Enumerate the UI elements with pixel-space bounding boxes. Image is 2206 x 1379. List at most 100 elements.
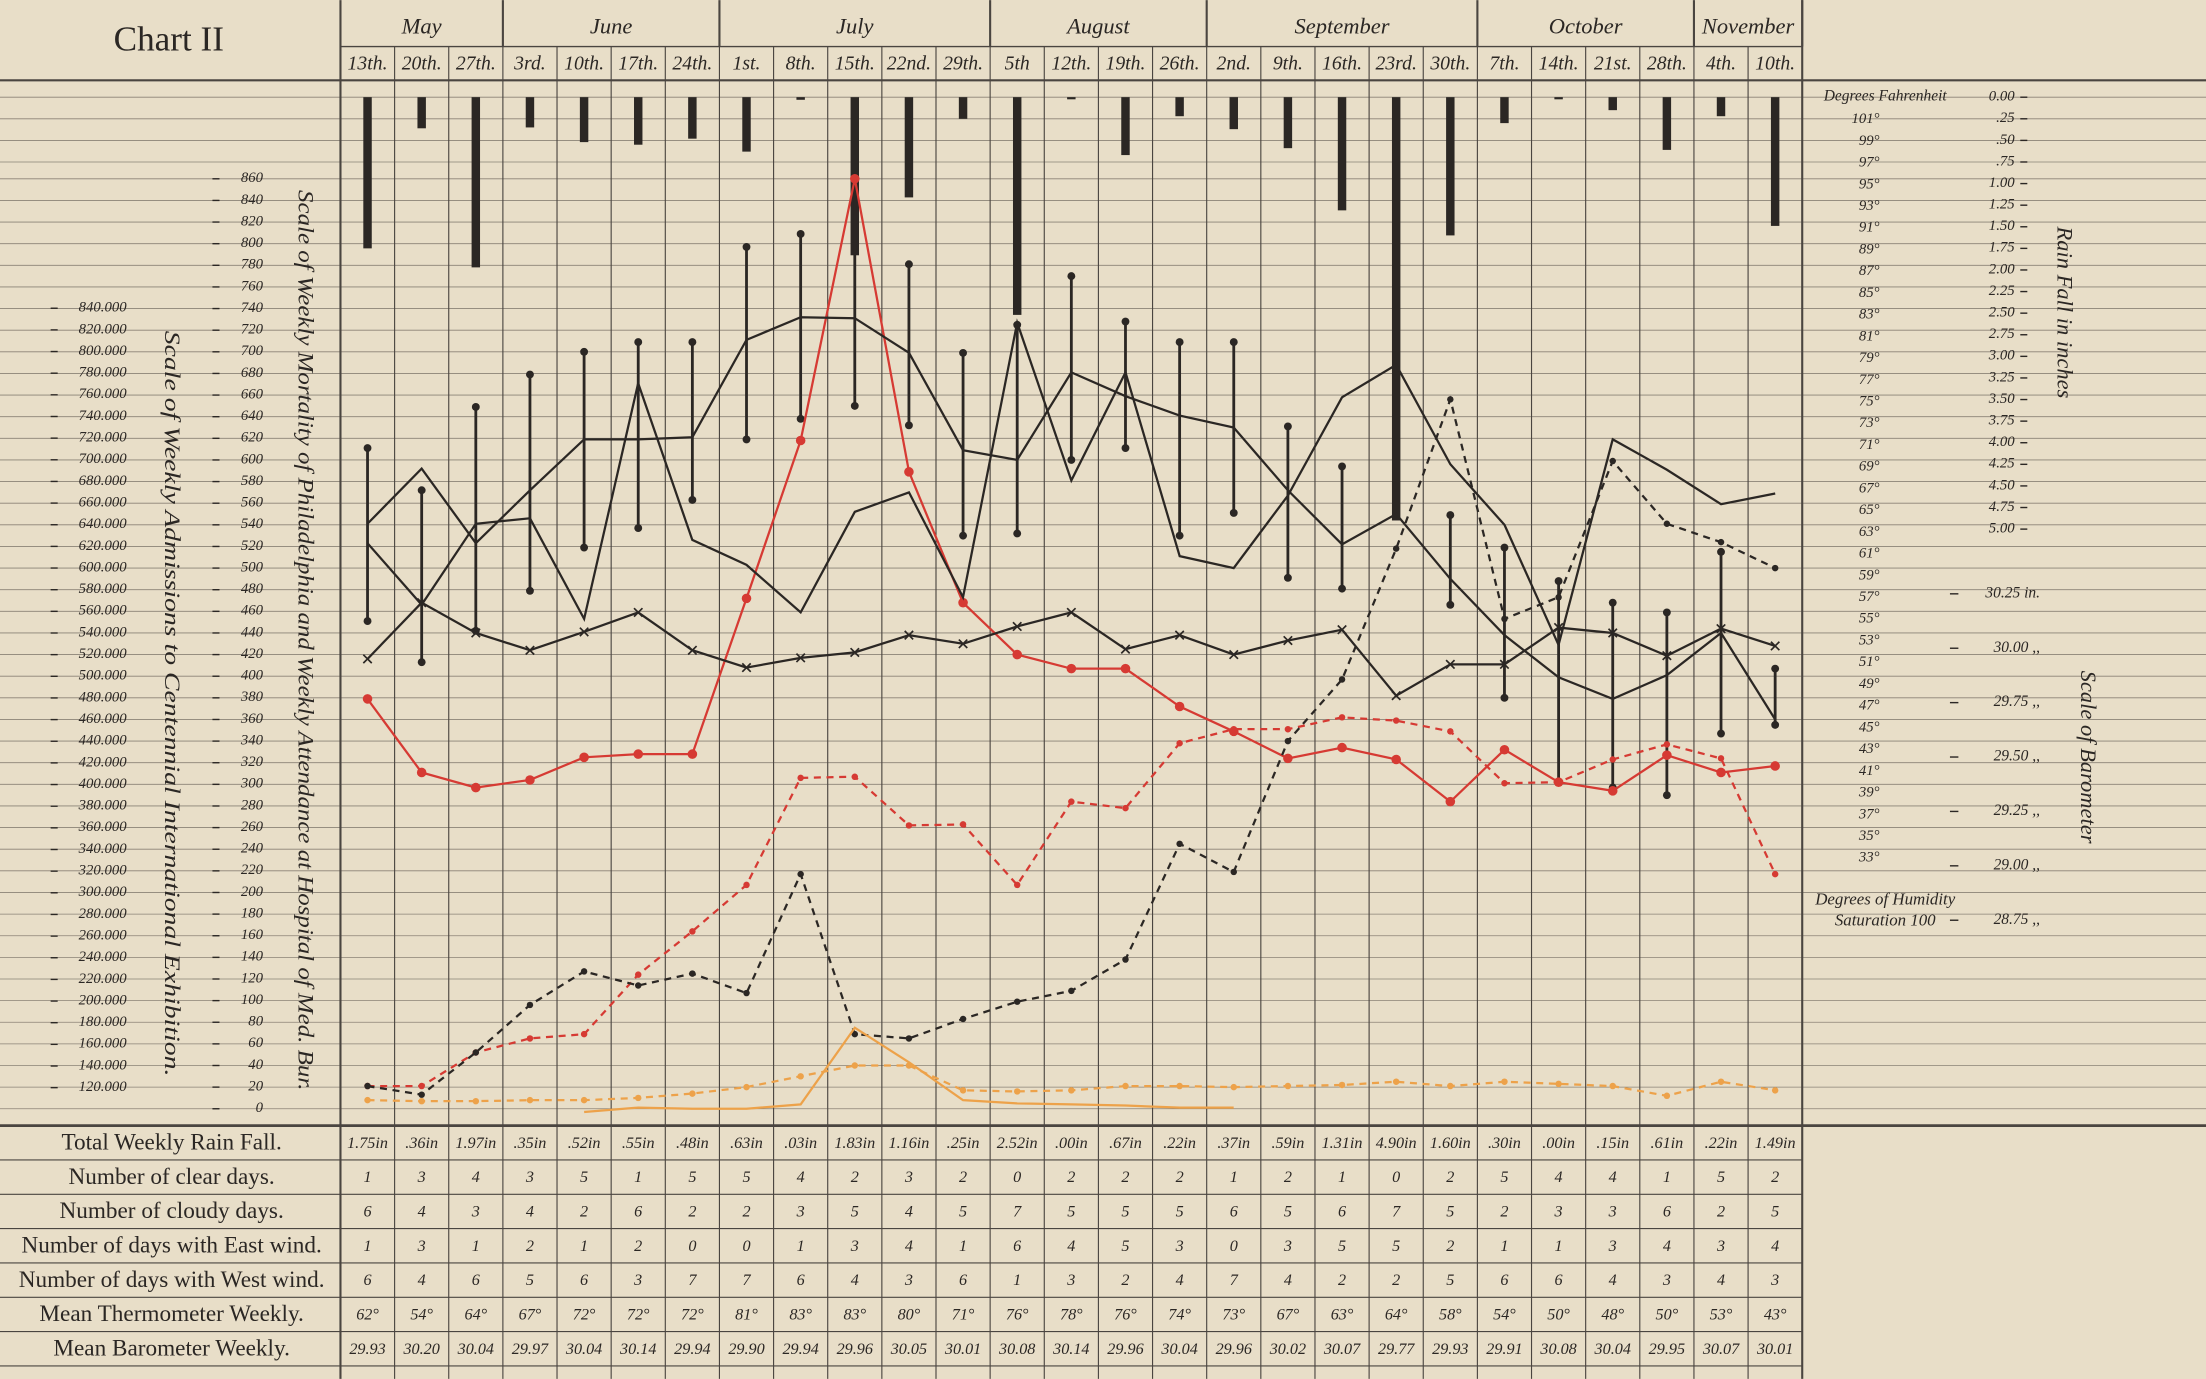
table-cell: 29.90 [728,1341,764,1358]
temperature-tick-label: 83° [1859,307,1880,323]
humidity-note: Degrees of Humidity [1814,889,1955,908]
rain-bar [1067,97,1076,100]
series-marker [1176,840,1183,848]
series-marker [959,1087,967,1094]
table-cell: 63° [1331,1307,1354,1324]
table-cell: 2 [742,1204,750,1221]
table-cell: 54° [410,1307,433,1324]
table-cell: 30.04 [1160,1341,1197,1358]
table-cell: 6 [1338,1204,1346,1221]
series-marker [1770,761,1780,771]
month-label: June [590,13,632,38]
week-label: 1st. [733,52,761,74]
series-marker [743,881,750,889]
barometer-tick-label: 29.75 ,, [1994,693,2040,710]
series-marker [1447,396,1454,403]
temperature-tick-label: 101° [1852,111,1880,127]
series-marker [471,782,481,793]
y-axis-title: Scale of Weekly Mortality of Philadelphi… [294,190,319,1090]
rain-bar [525,97,535,128]
y2-tick-label: 540.000 [79,624,128,640]
rain-bar [1770,97,1780,226]
table-cell: 4 [797,1169,805,1186]
table-cell: 30.14 [619,1341,656,1358]
table-cell: .55in [622,1135,655,1152]
series-marker [1771,870,1779,878]
series-marker [1662,750,1672,760]
rain-tick-label: .75 [1996,153,2014,169]
series-marker [1607,628,1618,638]
table-cell: 0 [688,1238,696,1255]
series-marker [1228,649,1239,660]
y-tick-label: 840 [241,192,264,208]
table-cell: .36in [405,1135,438,1152]
table-cell: 30.02 [1269,1341,1306,1358]
table-cell: 3 [1283,1238,1292,1255]
series-marker [1284,1082,1292,1090]
table-cell: 6 [1013,1238,1021,1255]
rain-tick-label: 1.75 [1989,240,2015,256]
series-marker [526,1096,534,1104]
temperature-tick-label: 57° [1859,589,1880,605]
range-high [1175,338,1184,347]
range-high [1662,608,1671,617]
range-low [1717,729,1725,738]
week-label: 27th. [456,52,496,74]
series-marker [1338,676,1346,683]
table-cell: 30.01 [944,1341,981,1358]
rain-tick-label: 4.00 [1989,434,2015,450]
series-marker [1013,1088,1021,1095]
table-cell: 5 [1121,1204,1129,1221]
y2-tick-label: 600.000 [79,559,128,575]
week-label: 10th. [1755,52,1795,74]
range-high [688,338,697,347]
range-low [526,586,534,595]
table-cell: 1 [1555,1238,1563,1255]
temperature-title: Degrees Fahrenheit [1823,88,1948,105]
table-cell: 62° [356,1307,379,1324]
series-marker [687,645,698,656]
table-cell: 4 [1663,1238,1671,1255]
series-marker [526,1035,534,1042]
week-label: 20th. [402,52,442,74]
table-cell: .15in [1596,1135,1629,1152]
series-marker [1717,538,1725,546]
y-tick-label: 540 [241,516,264,532]
y2-tick-label: 800.000 [79,343,128,359]
series-marker [1609,756,1616,763]
series-marker [1230,725,1237,733]
y-tick-label: 240 [241,841,264,857]
table-cell: 0 [1230,1238,1238,1255]
range-high [1554,577,1563,585]
series-marker [633,607,644,618]
series-marker [851,773,859,781]
y2-tick-label: 780.000 [79,365,128,381]
rain-bar [1283,97,1293,149]
series-marker [1283,635,1293,646]
temperature-tick-label: 55° [1859,611,1880,627]
temperature-tick-label: 61° [1859,546,1880,562]
temperature-tick-label: 33° [1858,850,1880,866]
series-marker [418,1082,425,1090]
row-label: Number of cloudy days. [60,1198,284,1224]
table-cell: 6 [1230,1204,1238,1221]
y-tick-label: 620 [241,430,264,446]
series-marker [959,1015,967,1023]
marks [50,96,2028,1114]
series-marker [1230,868,1237,876]
temperature-tick-label: 41° [1859,763,1880,779]
table-cell: .67in [1109,1135,1142,1152]
table-cell: 1 [634,1169,642,1186]
temperature-tick-label: 73° [1859,415,1880,431]
rain-bar [742,97,751,152]
y2-tick-label: 520.000 [79,646,128,662]
series-marker [580,1096,588,1104]
range-high [1608,598,1617,607]
y2-tick-label: 580.000 [79,581,128,597]
y-tick-label: 340 [240,732,264,748]
table-cell: 30.05 [890,1341,927,1358]
rain-tick-label: 5.00 [1989,521,2015,537]
table-cell: 5 [742,1169,750,1186]
table-cell: 80° [898,1307,921,1324]
